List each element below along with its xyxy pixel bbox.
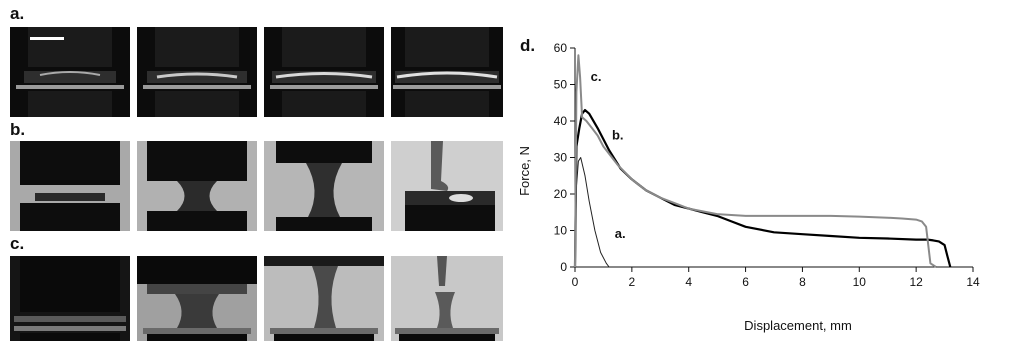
panel-label-d: d. [520, 36, 536, 55]
y-tick-label: 20 [554, 187, 568, 201]
series-line-a [574, 157, 610, 268]
panel-label-c: c. [10, 234, 25, 253]
force-displacement-chart: 0 2 4 6 8 10 12 14 0 10 20 30 40 50 60 a. b. c. Displace… [517, 41, 980, 333]
panel-label-b: b. [10, 120, 26, 139]
x-tick-label: 4 [685, 275, 692, 289]
photo-c3 [264, 256, 384, 341]
y-tick-label: 40 [554, 114, 568, 128]
photo-c1 [10, 256, 130, 341]
photo-a2 [137, 27, 257, 117]
y-tick-label: 50 [554, 78, 568, 92]
x-tick-label: 10 [853, 275, 867, 289]
photo-c2 [137, 256, 257, 341]
x-tick-label: 8 [799, 275, 806, 289]
photo-a3 [264, 27, 384, 117]
x-tick-label: 14 [966, 275, 980, 289]
photo-a1 [10, 27, 130, 117]
photo-b1 [10, 141, 130, 231]
y-tick-label: 0 [560, 260, 567, 274]
x-axis-label: Displacement, mm [744, 318, 852, 333]
photo-a4 [391, 27, 503, 117]
photo-b2 [137, 141, 257, 231]
panel-label-a: a. [10, 4, 25, 23]
photo-c4 [391, 256, 503, 341]
curve-label-a: a. [615, 226, 626, 241]
y-tick-label: 10 [554, 224, 568, 238]
curve-label-c: c. [591, 69, 602, 84]
photo-b3 [264, 141, 384, 231]
x-tick-label: 0 [572, 275, 579, 289]
y-axis-label: Force, N [517, 146, 532, 196]
x-tick-label: 2 [629, 275, 636, 289]
y-tick-label: 30 [554, 151, 568, 165]
scale-bar [30, 37, 64, 40]
curve-label-b: b. [612, 127, 624, 142]
y-tick-label: 60 [554, 41, 568, 55]
series-line-b [573, 109, 952, 268]
photo-b4 [391, 141, 503, 231]
x-tick-label: 12 [909, 275, 923, 289]
series-line-c [574, 54, 937, 268]
x-tick-label: 6 [742, 275, 749, 289]
